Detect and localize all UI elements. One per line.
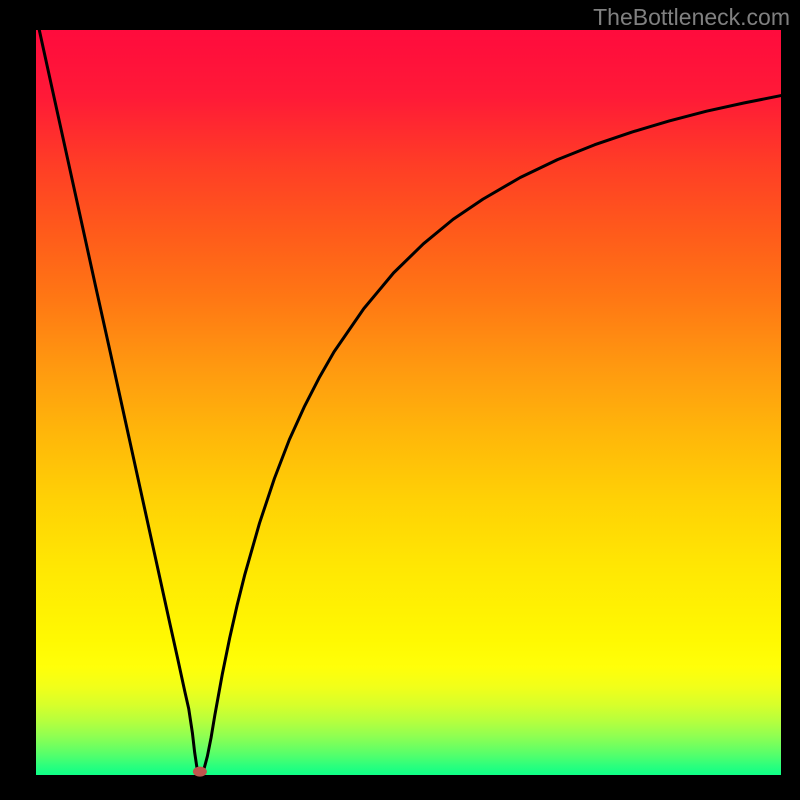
plot-area <box>36 30 781 775</box>
bottleneck-chart <box>0 0 800 800</box>
watermark-text: TheBottleneck.com <box>593 4 790 31</box>
optimal-point-marker <box>193 767 207 777</box>
